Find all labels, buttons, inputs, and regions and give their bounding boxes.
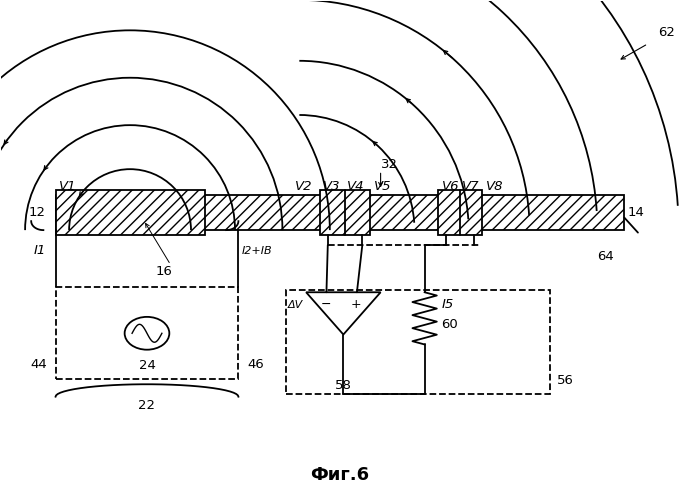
Text: 16: 16 bbox=[155, 265, 172, 278]
Text: 62: 62 bbox=[659, 26, 675, 39]
Text: 44: 44 bbox=[30, 358, 47, 371]
Text: 32: 32 bbox=[381, 158, 398, 171]
Text: 14: 14 bbox=[628, 206, 645, 219]
Text: I5: I5 bbox=[441, 298, 454, 312]
Text: −: − bbox=[321, 298, 332, 311]
Text: V8: V8 bbox=[486, 180, 503, 194]
Text: 64: 64 bbox=[597, 250, 614, 263]
Bar bbox=[56, 190, 204, 235]
Text: 60: 60 bbox=[441, 318, 458, 332]
Circle shape bbox=[125, 317, 170, 350]
Bar bbox=[319, 190, 370, 235]
Text: 46: 46 bbox=[247, 358, 264, 371]
Text: 56: 56 bbox=[556, 374, 573, 387]
Bar bbox=[438, 190, 482, 235]
Bar bbox=[56, 196, 624, 230]
Text: V1: V1 bbox=[59, 180, 76, 194]
Text: 24: 24 bbox=[138, 360, 155, 372]
Text: Фиг.6: Фиг.6 bbox=[311, 466, 370, 483]
Text: V4: V4 bbox=[347, 180, 364, 194]
Text: 58: 58 bbox=[335, 379, 352, 392]
Text: V2: V2 bbox=[296, 180, 313, 194]
Text: I1: I1 bbox=[33, 244, 46, 256]
Text: V6: V6 bbox=[441, 180, 459, 194]
Text: V5: V5 bbox=[374, 180, 392, 194]
Text: +: + bbox=[350, 298, 361, 311]
Text: V3: V3 bbox=[323, 180, 340, 194]
Bar bbox=[56, 288, 238, 380]
Text: V7: V7 bbox=[462, 180, 479, 194]
Bar bbox=[286, 290, 550, 394]
Text: I2+IB: I2+IB bbox=[242, 246, 272, 256]
Text: 22: 22 bbox=[138, 399, 155, 412]
Text: ΔV: ΔV bbox=[287, 300, 303, 310]
Text: 12: 12 bbox=[29, 206, 46, 219]
